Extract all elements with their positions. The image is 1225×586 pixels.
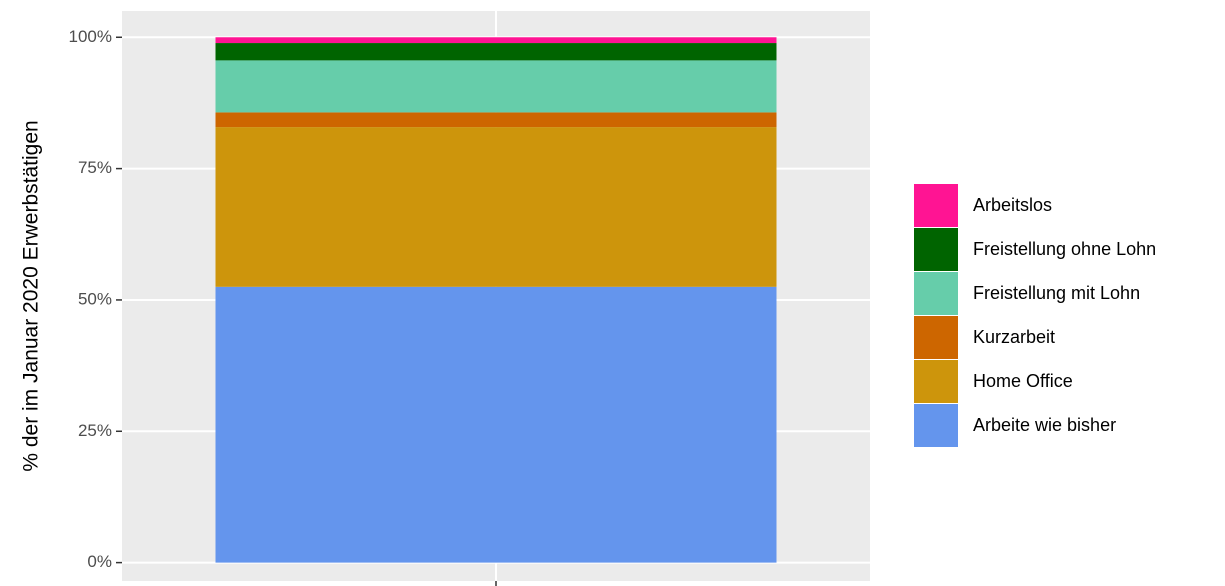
legend-label: Kurzarbeit	[973, 327, 1055, 347]
legend-key	[914, 228, 958, 271]
legend-label: Home Office	[973, 371, 1073, 391]
legend-key	[914, 184, 958, 227]
y-tick-label: 0%	[87, 552, 112, 571]
y-tick-label: 75%	[78, 158, 112, 177]
bar-segment	[215, 43, 777, 61]
bar-segment	[215, 112, 777, 128]
bar-segment	[215, 37, 777, 44]
bar-segment	[215, 60, 777, 113]
bar-segment	[215, 286, 777, 563]
legend-label: Arbeite wie bisher	[973, 415, 1116, 435]
legend-key	[914, 272, 958, 315]
legend-key	[914, 316, 958, 359]
y-tick-label: 25%	[78, 421, 112, 440]
y-axis-title: % der im Januar 2020 Erwerbstätigen	[20, 120, 43, 471]
legend-label: Freistellung ohne Lohn	[973, 239, 1156, 259]
legend-key	[914, 360, 958, 403]
legend-key	[914, 404, 958, 447]
y-tick-label: 100%	[69, 27, 112, 46]
legend-label: Arbeitslos	[973, 195, 1052, 215]
y-tick-label: 50%	[78, 289, 112, 308]
legend-label: Freistellung mit Lohn	[973, 283, 1140, 303]
bar-segment	[215, 127, 777, 287]
